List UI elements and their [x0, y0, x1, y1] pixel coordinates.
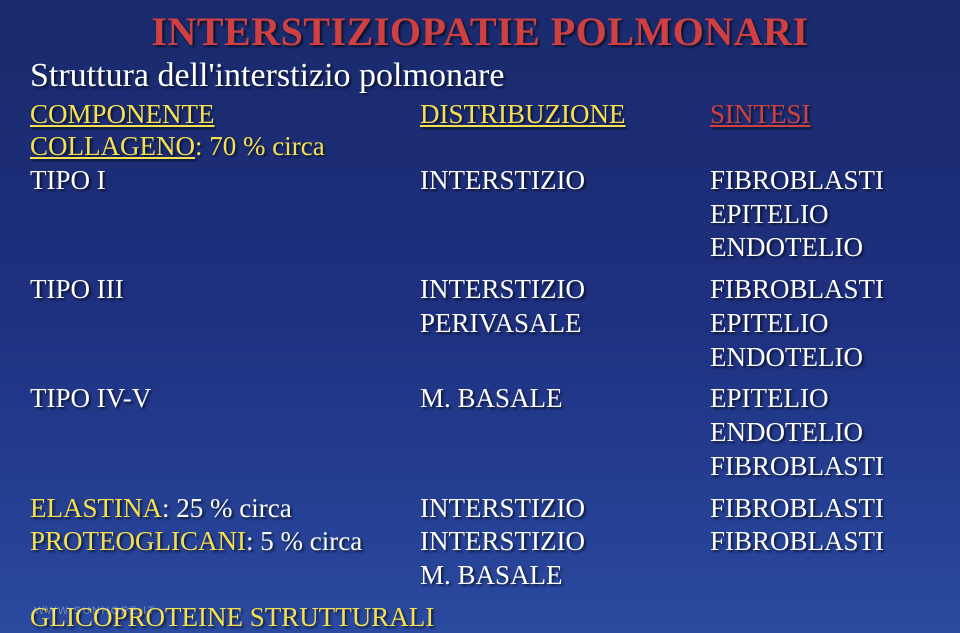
- dist-item: M. BASALE: [420, 559, 710, 593]
- tipo3-dist: INTERSTIZIO PERIVASALE: [420, 273, 710, 341]
- header-sintesi: SINTESI: [710, 99, 811, 129]
- watermark: WWW.SUNHOPE.IT: [34, 605, 156, 617]
- column-headers: COMPONENTE DISTRIBUZIONE SINTESI: [30, 99, 930, 130]
- glico-heading-row: GLICOPROTEINE STRUTTURALI: [30, 601, 930, 633]
- subtitle: Struttura dell'interstizio polmonare: [30, 57, 930, 95]
- synth-item: EPITELIO: [710, 382, 930, 416]
- synth-item: EPITELIO: [710, 198, 930, 232]
- tipo4-synth: EPITELIO ENDOTELIO FIBROBLASTI: [710, 382, 930, 483]
- tipo1-dist: INTERSTIZIO: [420, 164, 710, 198]
- dist-item: INTERSTIZIO: [420, 525, 710, 559]
- proteo-dist: INTERSTIZIO M. BASALE: [420, 525, 710, 593]
- header-componente: COMPONENTE: [30, 99, 215, 129]
- synth-item: FIBROBLASTI: [710, 164, 930, 198]
- proteo-label: PROTEOGLICANI: [30, 526, 246, 556]
- header-distribuzione: DISTRIBUZIONE: [420, 99, 625, 129]
- tipo1-row: TIPO I INTERSTIZIO FIBROBLASTI EPITELIO …: [30, 164, 930, 265]
- tipo4-name: TIPO IV-V: [30, 382, 420, 416]
- elastina-dist: INTERSTIZIO: [420, 492, 710, 526]
- elastina-row: ELASTINA: 25 % circa INTERSTIZIO FIBROBL…: [30, 492, 930, 526]
- synth-item: FIBROBLASTI: [710, 450, 930, 484]
- synth-item: ENDOTELIO: [710, 231, 930, 265]
- elastina-synth: FIBROBLASTI: [710, 492, 930, 526]
- dist-item: INTERSTIZIO: [420, 273, 710, 307]
- collageno-label: COLLAGENO: [30, 131, 195, 161]
- collageno-pct: : 70 % circa: [195, 131, 325, 161]
- tipo3-name: TIPO III: [30, 273, 420, 307]
- proteo-row: PROTEOGLICANI: 5 % circa INTERSTIZIO M. …: [30, 525, 930, 593]
- tipo4-dist: M. BASALE: [420, 382, 710, 416]
- tipo3-row: TIPO III INTERSTIZIO PERIVASALE FIBROBLA…: [30, 273, 930, 374]
- elastina-pct: : 25 % circa: [162, 493, 292, 523]
- synth-item: EPITELIO: [710, 307, 930, 341]
- slide-container: INTERSTIZIOPATIE POLMONARI Struttura del…: [0, 0, 960, 633]
- synth-item: ENDOTELIO: [710, 416, 930, 450]
- elastina-label: ELASTINA: [30, 493, 162, 523]
- proteo-synth: FIBROBLASTI: [710, 525, 930, 559]
- tipo4-row: TIPO IV-V M. BASALE EPITELIO ENDOTELIO F…: [30, 382, 930, 483]
- dist-item: PERIVASALE: [420, 307, 710, 341]
- proteo-pct: : 5 % circa: [246, 526, 362, 556]
- tipo1-synth: FIBROBLASTI EPITELIO ENDOTELIO: [710, 164, 930, 265]
- synth-item: ENDOTELIO: [710, 341, 930, 375]
- tipo1-name: TIPO I: [30, 164, 420, 198]
- synth-item: FIBROBLASTI: [710, 273, 930, 307]
- tipo3-synth: FIBROBLASTI EPITELIO ENDOTELIO: [710, 273, 930, 374]
- main-title: INTERSTIZIOPATIE POLMONARI: [30, 8, 930, 55]
- collageno-row: COLLAGENO: 70 % circa: [30, 130, 930, 164]
